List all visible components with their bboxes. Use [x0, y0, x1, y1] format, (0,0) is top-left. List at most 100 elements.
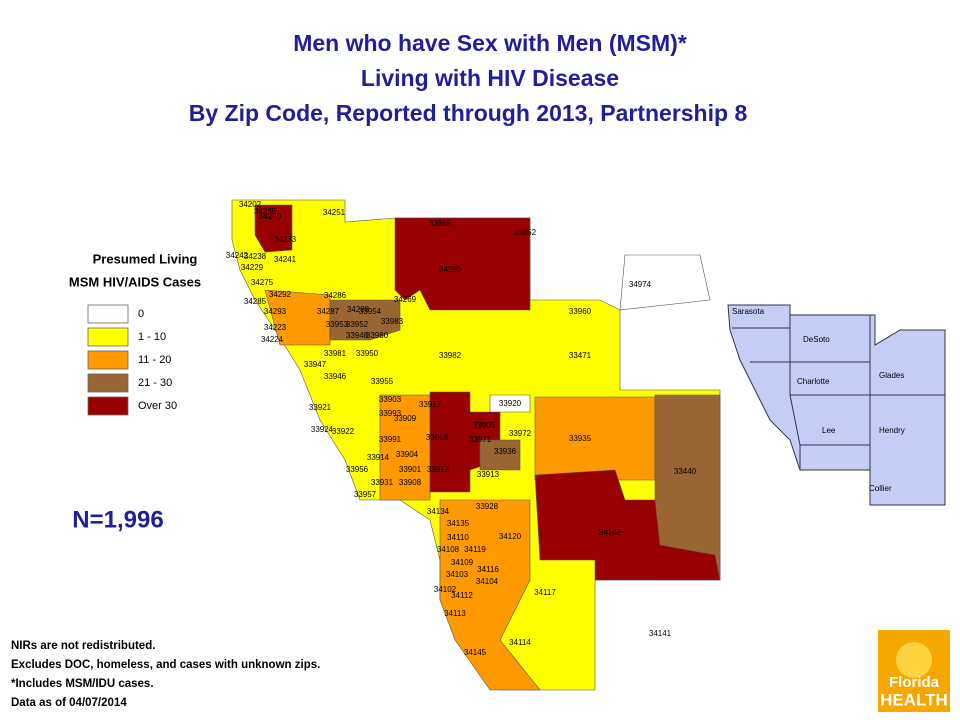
map — [231, 199, 721, 691]
zip-label: 34142 — [599, 528, 622, 537]
legend-title: Presumed Living — [93, 251, 198, 266]
zip-label: 33917 — [419, 400, 442, 409]
zip-label: 34202 — [239, 200, 262, 209]
note: NIRs are not redistributed. — [11, 640, 155, 652]
zip-label: 34269 — [394, 295, 417, 304]
legend-swatch — [87, 350, 129, 370]
zip-label: 34275 — [251, 278, 274, 287]
zip-label: 33914 — [367, 453, 390, 462]
zip-label: 33948 — [346, 331, 369, 340]
zip-label: 33904 — [396, 450, 419, 459]
zip-label: 33956 — [346, 465, 369, 474]
zip-label: 33983 — [381, 317, 404, 326]
zip-label: 34223 — [264, 323, 287, 332]
zip-label: 33947 — [304, 360, 327, 369]
zip-label: 34103 — [446, 570, 469, 579]
zip-label: 33993 — [379, 409, 402, 418]
logo: Florida HEALTH — [878, 630, 950, 712]
zip-label: 33982 — [439, 351, 462, 360]
county-label: Collier — [869, 484, 892, 493]
zip-label: 34242 — [226, 251, 249, 260]
zip-label: 34117 — [534, 588, 556, 597]
zip-label: 33440 — [674, 467, 697, 476]
zip-label: 34285 — [244, 297, 267, 306]
zip-label: 34112 — [451, 591, 473, 600]
map-labels: 34202 34240 34251 34235 34233 34241 3423834242… — [226, 200, 905, 657]
zip-label: 33936 — [494, 447, 517, 456]
zip-label: 33909 — [394, 414, 417, 423]
zip-label: 34119 — [464, 545, 486, 554]
zip-label: 34293 — [264, 307, 287, 316]
county-label: Sarasota — [732, 307, 765, 316]
legend-title: MSM HIV/AIDS Cases — [69, 274, 201, 289]
note: *Includes MSM/IDU cases. — [11, 678, 154, 690]
zip-label: 34224 — [261, 335, 284, 344]
zip-label: 34108 — [437, 545, 460, 554]
zip-label: 33953 — [326, 320, 349, 329]
zip-label: 34233 — [274, 235, 297, 244]
legend-label: 0 — [138, 308, 144, 320]
legend-label: 11 - 20 — [138, 354, 171, 366]
zip-label: 34135 — [447, 519, 470, 528]
zip-label: 34240 — [259, 212, 282, 221]
zip-label: 33957 — [354, 490, 377, 499]
zip-label: 33865 — [429, 219, 452, 228]
zip-label: 34251 — [323, 208, 346, 217]
zip-label: 33852 — [514, 228, 537, 237]
zip-label: 34229 — [241, 263, 264, 272]
zip-label: 33921 — [309, 403, 332, 412]
zip-label: 33920 — [499, 399, 522, 408]
title-line: By Zip Code, Reported through 2013, Part… — [189, 100, 748, 126]
zip-label: 34134 — [427, 507, 450, 516]
county-label: DeSoto — [803, 335, 830, 344]
zip-label: 34265 — [439, 265, 462, 274]
zip-label: 33954 — [359, 307, 382, 316]
legend-swatch — [87, 304, 129, 324]
zip-label: 34141 — [649, 629, 672, 638]
zip-label: 33931 — [371, 478, 394, 487]
legend-swatch — [87, 327, 129, 347]
zip-label: 33971 — [469, 435, 492, 444]
legend-swatch — [87, 396, 129, 416]
zip-label: 33471 — [569, 351, 592, 360]
zip-label: 34286 — [324, 291, 347, 300]
legend-label: 21 - 30 — [138, 377, 172, 389]
county-label: Charlotte — [797, 377, 830, 386]
zip-label: 33905 — [473, 421, 496, 430]
legend: 0 1 - 10 11 - 20 21 - 30 Over 30 — [87, 304, 177, 416]
zip-label: 33913 — [477, 470, 500, 479]
zip-label: 33901 — [399, 465, 422, 474]
note: Data as of 04/07/2014 — [11, 697, 127, 709]
zip-label: 34241 — [274, 255, 297, 264]
county-label: Hendry — [879, 426, 905, 435]
zip-label: 33950 — [356, 349, 379, 358]
zip-label: 33960 — [569, 307, 592, 316]
zip-label: 33991 — [379, 435, 402, 444]
zip-label: 34116 — [477, 565, 499, 574]
zip-label: 34974 — [629, 280, 652, 289]
zip-label: 34114 — [509, 638, 531, 647]
zip-label: 33903 — [379, 395, 402, 404]
zip-label: 34287 — [317, 307, 340, 316]
zip-label: 34145 — [464, 648, 487, 657]
legend-label: Over 30 — [138, 400, 177, 412]
zip-label: 33955 — [371, 377, 394, 386]
zip-label: 33981 — [324, 349, 347, 358]
title-line: Men who have Sex with Men (MSM)* — [293, 30, 687, 56]
zip-label: 34292 — [269, 290, 292, 299]
zip-label: 33928 — [476, 502, 499, 511]
zip-label: 34109 — [451, 558, 474, 567]
zip-label: 34288 — [347, 305, 370, 314]
zip-label: 34120 — [499, 532, 522, 541]
note: Excludes DOC, homeless, and cases with u… — [11, 659, 320, 671]
inset-map — [727, 304, 946, 506]
zip-label: 33952 — [346, 320, 369, 329]
zip-label: 34104 — [476, 577, 499, 586]
zip-label: 33908 — [399, 478, 422, 487]
zip-label: 33946 — [324, 372, 347, 381]
logo-text: Florida — [889, 674, 940, 691]
zip-label: 34238 — [244, 252, 267, 261]
zip-label: 34102 — [434, 585, 457, 594]
county-label: Glades — [879, 371, 904, 380]
zip-label: 33935 — [569, 434, 592, 443]
